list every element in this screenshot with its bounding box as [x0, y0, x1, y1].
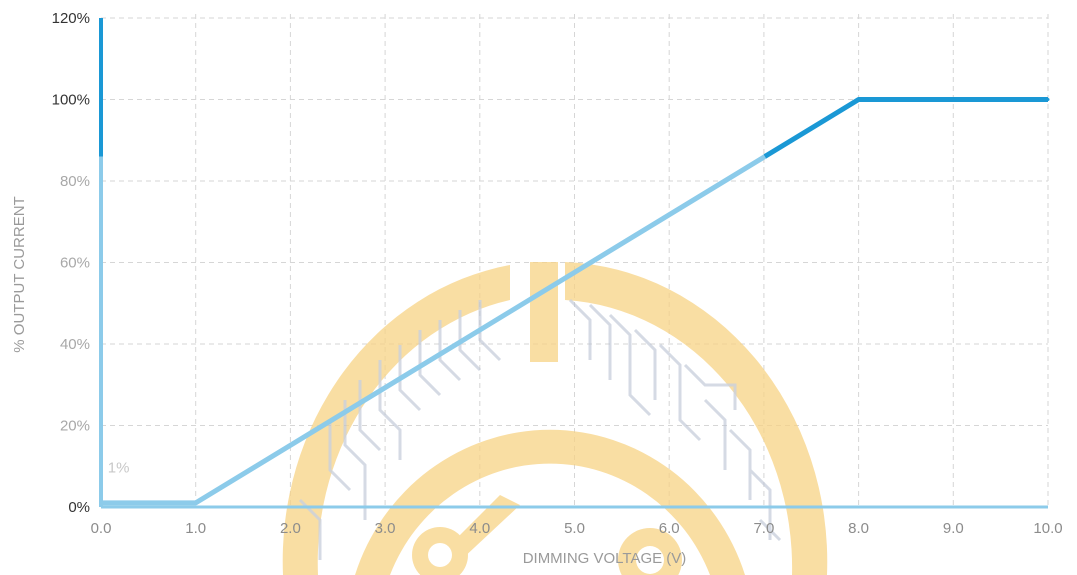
x-tick-label: 3.0: [375, 520, 396, 537]
grid: [101, 14, 1049, 507]
annotation-1pct: 1%: [108, 460, 130, 477]
series-point: [1046, 98, 1050, 101]
y-tick-label: 40%: [60, 336, 90, 353]
x-tick-label: 1.0: [185, 520, 206, 537]
series-line-dark: [763, 97, 1048, 159]
x-tick-label: 6.0: [659, 520, 680, 537]
y-tick-label: 80%: [60, 173, 90, 190]
y-tick-label: 60%: [60, 255, 90, 272]
y-tick-label: 100%: [52, 92, 90, 109]
y-tick-label: 120%: [52, 10, 90, 27]
y-tick-label: 20%: [60, 418, 90, 435]
y-axis-title: % OUTPUT CURRENT: [11, 196, 28, 352]
x-tick-label: 9.0: [943, 520, 964, 537]
circuit-globe-logo-icon: [282, 262, 828, 575]
x-axis-title: DIMMING VOLTAGE (V): [523, 550, 687, 567]
series-point: [857, 98, 861, 101]
x-tick-label: 7.0: [753, 520, 774, 537]
x-tick-label: 8.0: [848, 520, 869, 537]
y-tick-label: 0%: [68, 499, 90, 516]
series-point: [99, 501, 103, 505]
x-tick-label: 4.0: [469, 520, 490, 537]
x-tick-label: 2.0: [280, 520, 301, 537]
x-tick-label: 0.0: [91, 520, 112, 537]
x-tick-label: 10.0: [1033, 520, 1062, 537]
y-tick-labels: 0% 20% 40% 60% 80% 100% 120%: [52, 10, 90, 516]
series-group: [99, 18, 1050, 509]
x-tick-label: 5.0: [564, 520, 585, 537]
x-tick-labels: 0.0 1.0 2.0 3.0 4.0 5.0 6.0 7.0 8.0 9.0 10.0: [91, 520, 1063, 537]
series-point: [194, 501, 198, 505]
